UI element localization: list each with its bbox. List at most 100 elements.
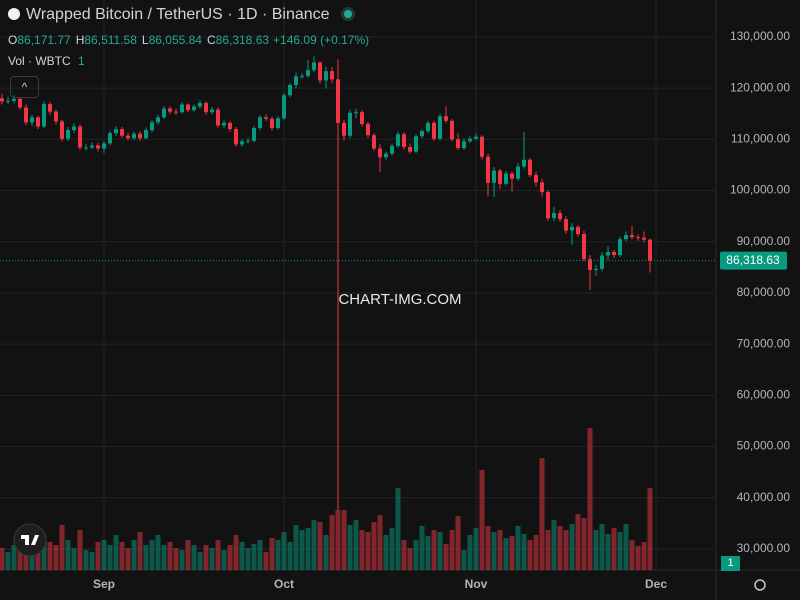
candle-body [186,104,190,111]
volume-bar [557,526,563,570]
tv-logo[interactable] [13,523,47,557]
ohlc-label: L [141,33,149,47]
volume-bar [395,488,401,570]
volume-bar [593,530,599,570]
candle-body [522,159,526,167]
candle-body [306,70,310,76]
candle-body [588,259,592,270]
volume-bar [179,550,185,570]
volume-bar [377,515,383,570]
volume-bar [227,545,233,570]
volume-bar [5,552,11,570]
volume-bar [539,458,545,570]
candle-body [402,134,406,147]
ohlc-label: O [8,33,18,47]
volume-bar [407,548,413,570]
candle-body [414,136,418,152]
candle-body [228,122,232,130]
volume-bar [35,550,41,570]
candle-body [150,122,154,131]
collapse-button[interactable]: ^ [10,76,39,98]
candle-body [288,85,292,96]
candle-body [330,71,334,80]
candle-body [90,145,94,148]
candle-body [408,146,412,152]
volume-bar [341,510,347,570]
candle-body [498,170,502,184]
candle-body [492,170,496,183]
candle-body [48,103,52,112]
volume-bar [209,548,215,570]
candle-body [78,126,82,148]
volume-bar [113,535,119,570]
volume-bar [335,510,341,570]
candle-body [462,141,466,149]
volume-bar [125,548,131,570]
y-tick-label: 110,000.00 [731,131,790,145]
volume-bar [119,542,125,570]
candle-body [426,122,430,132]
volume-bar [551,520,557,570]
candle-body [630,235,634,238]
candle-body [108,133,112,144]
volume-bar [269,538,275,570]
y-tick-label: 120,000.00 [730,80,790,94]
candle-body [30,117,34,123]
gear[interactable] [754,579,766,591]
candle-body [18,98,22,108]
volume-bar [461,550,467,570]
candle-body [618,239,622,256]
candle-body [294,76,298,86]
volume-bar [77,530,83,570]
candle-body [420,131,424,137]
settings-icon[interactable] [754,579,766,591]
volume-bar [281,532,287,570]
candle-body [444,116,448,121]
volume-bar [425,536,431,570]
volume-bar [161,545,167,570]
candle-body [102,143,106,149]
volume-bar [629,540,635,570]
candle-body [336,79,340,123]
volume-bar [563,530,569,570]
volume-bar [143,545,149,570]
volume-bar [623,524,629,570]
candle-body [378,148,382,158]
candle-body [156,117,160,123]
volume-bar [455,516,461,570]
x-tick-label: Dec [645,577,667,591]
logo-circle[interactable] [13,523,47,557]
candle-body [534,175,538,183]
volume-bar [287,542,293,570]
candle-body [612,251,616,256]
candle-body [360,112,364,124]
volume-bar [155,535,161,570]
volume-name: Vol · WBTC [8,54,71,68]
price-change: +146.09 (+0.17%) [273,33,370,47]
candle-body [552,213,556,219]
volume-bar [11,545,17,570]
volume-bar [431,530,437,570]
volume-bar [545,530,551,570]
volume-bar [323,535,329,570]
symbol-title[interactable]: Wrapped Bitcoin / TetherUS · 1D · Binanc… [26,6,330,23]
y-tick-label: 130,000.00 [730,29,790,43]
candle-body [528,159,532,176]
volume-bar [0,548,5,570]
volume-bar [245,548,251,570]
candle-body [564,219,568,231]
volume-bar [299,530,305,570]
volume-bar [617,532,623,570]
candle-body [204,102,208,113]
volume-bar [149,540,155,570]
volume-bar [137,532,143,570]
ohlc-label: C [206,33,216,47]
candle-body [600,255,604,269]
volume-bar [185,540,191,570]
ohlc-value: 86,511.58 [84,33,137,47]
volume-bar [203,545,209,570]
volume-bar [365,532,371,570]
candle-body [180,104,184,113]
volume-bar [293,525,299,570]
